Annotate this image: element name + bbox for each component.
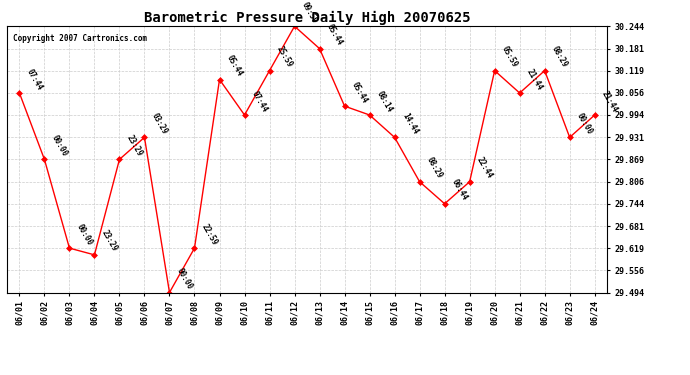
Text: 08:29: 08:29 (425, 156, 444, 180)
Text: 05:59: 05:59 (500, 45, 520, 69)
Text: 00:00: 00:00 (575, 111, 595, 136)
Text: 07:44: 07:44 (25, 67, 44, 92)
Text: Copyright 2007 Cartronics.com: Copyright 2007 Cartronics.com (13, 34, 147, 43)
Text: 23:29: 23:29 (125, 134, 144, 158)
Text: 09:59: 09:59 (300, 0, 319, 25)
Text: 05:44: 05:44 (325, 23, 344, 47)
Text: 21:44: 21:44 (525, 67, 544, 92)
Title: Barometric Pressure Daily High 20070625: Barometric Pressure Daily High 20070625 (144, 11, 471, 25)
Text: 22:59: 22:59 (200, 222, 219, 247)
Text: 22:44: 22:44 (475, 156, 495, 180)
Text: 00:00: 00:00 (50, 134, 69, 158)
Text: 06:44: 06:44 (450, 178, 469, 203)
Text: 21:44: 21:44 (600, 89, 620, 114)
Text: 05:44: 05:44 (225, 54, 244, 78)
Text: 08:14: 08:14 (375, 89, 395, 114)
Text: 00:00: 00:00 (175, 267, 195, 291)
Text: 14:44: 14:44 (400, 111, 420, 136)
Text: 23:29: 23:29 (100, 229, 119, 254)
Text: 05:44: 05:44 (350, 80, 369, 105)
Text: 00:00: 00:00 (75, 222, 95, 247)
Text: 07:44: 07:44 (250, 89, 269, 114)
Text: 08:29: 08:29 (550, 45, 569, 69)
Text: 25:59: 25:59 (275, 45, 295, 69)
Text: 03:29: 03:29 (150, 111, 169, 136)
